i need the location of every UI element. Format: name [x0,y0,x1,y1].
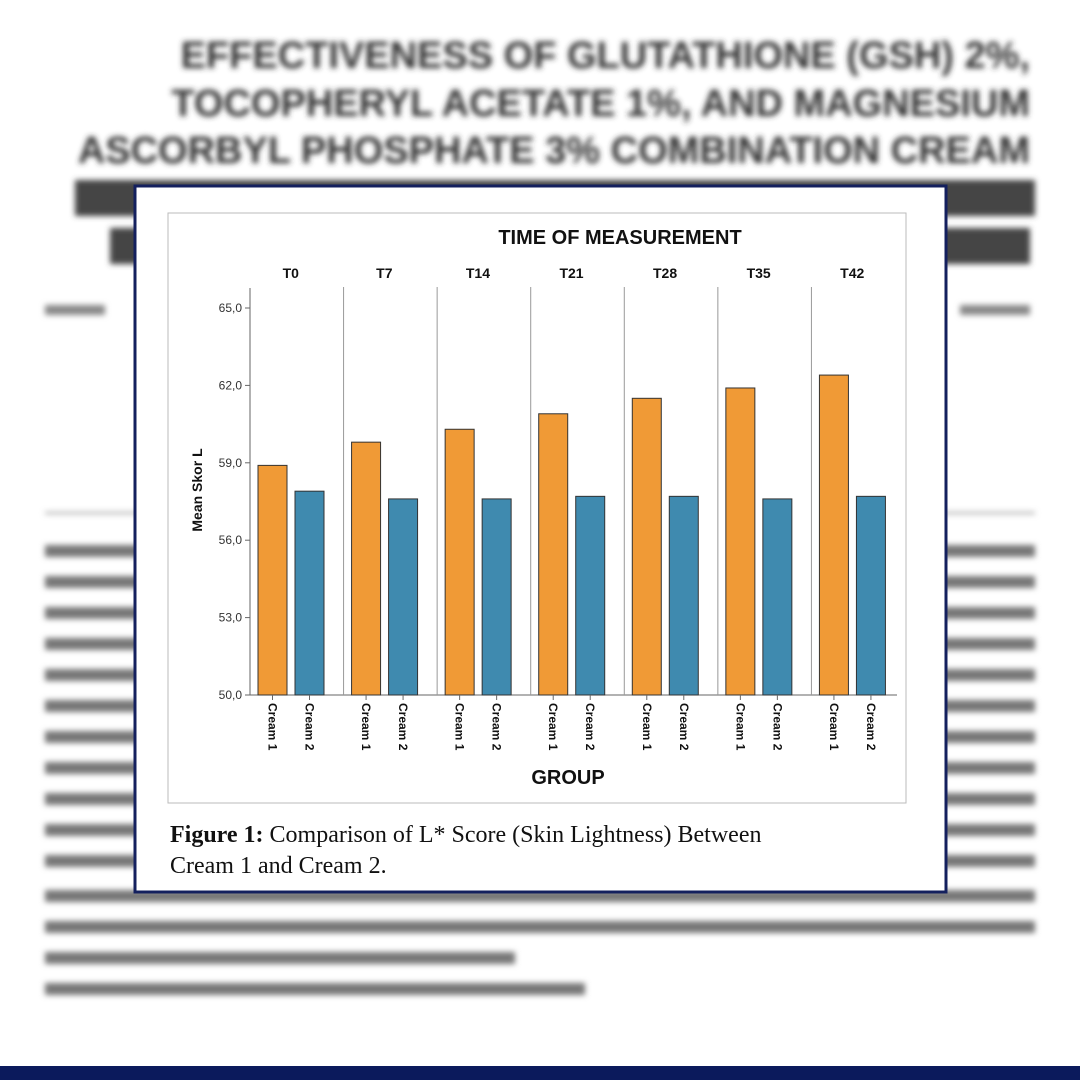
caption: Figure 1: Comparison of L* Score (Skin L… [170,822,767,879]
x-tick-label: Cream 1 [733,703,747,751]
caption-text: Cream 1 and Cream 2. [170,853,387,879]
chart-title: TIME OF MEASUREMENT [498,227,741,249]
bar [294,490,325,696]
x-tick-label: Cream 2 [396,703,410,751]
text-line [960,305,1030,315]
text-line [45,921,1035,933]
bar [351,441,382,696]
x-tick-label: Cream 2 [864,703,878,751]
bar [444,428,475,696]
plot: 50,0 53,0 56,0 59,0 62,0 65,0 T0 Cream 1 Cream 2… [219,265,897,751]
y-tick-label: 56,0 [219,533,243,547]
panel-label: T28 [653,265,677,281]
x-tick-label: Cream 1 [453,703,467,751]
bar [388,498,419,696]
panel-label: T14 [466,265,490,281]
x-tick-label: Cream 2 [583,703,597,751]
panel-label: T35 [747,265,771,281]
caption-text: Comparison of L* Score (Skin Lightness) … [270,822,762,848]
y-tick-label: 62,0 [219,378,243,392]
paper-title-line: EFFECTIVENESS OF GLUTATHIONE (GSH) 2%, [181,35,1030,77]
x-tick-label: Cream 2 [490,703,504,751]
bar [762,498,793,696]
y-tick-label: 53,0 [219,611,243,625]
y-tick-label: 59,0 [219,456,243,470]
text-line [45,305,105,315]
bar [855,495,886,696]
panel-label: T7 [376,265,393,281]
x-tick-label: Cream 1 [266,703,280,751]
y-tick-label: 50,0 [219,688,243,702]
bar [481,498,512,696]
paper-title-line: TOCOPHERYL ACETATE 1%, AND MAGNESIUM [171,83,1030,125]
x-tick-label: Cream 2 [677,703,691,751]
bar [631,397,662,696]
text-line [45,952,515,964]
caption-label: Figure 1: [170,822,264,848]
bar [725,387,756,696]
footer-bar [0,1066,1080,1080]
bar [818,374,849,696]
panel-label: T42 [840,265,864,281]
bar [575,495,606,696]
y-tick-label: 65,0 [219,301,243,315]
x-tick-label: Cream 1 [640,703,654,751]
panel-label: T21 [559,265,583,281]
bar [538,413,569,696]
text-line [45,983,585,995]
x-tick-label: Cream 2 [303,703,317,751]
x-tick-label: Cream 1 [546,703,560,751]
y-axis-label: Mean Skor L [189,448,205,532]
x-tick-label: Cream 2 [770,703,784,751]
bar [668,495,699,696]
panel-label: T0 [283,265,300,281]
x-axis-label: GROUP [531,767,604,789]
bar [257,464,288,696]
x-tick-label: Cream 1 [827,703,841,751]
paper-title-line: ASCORBYL PHOSPHATE 3% COMBINATION CREAM [78,130,1030,172]
x-tick-label: Cream 1 [359,703,373,751]
